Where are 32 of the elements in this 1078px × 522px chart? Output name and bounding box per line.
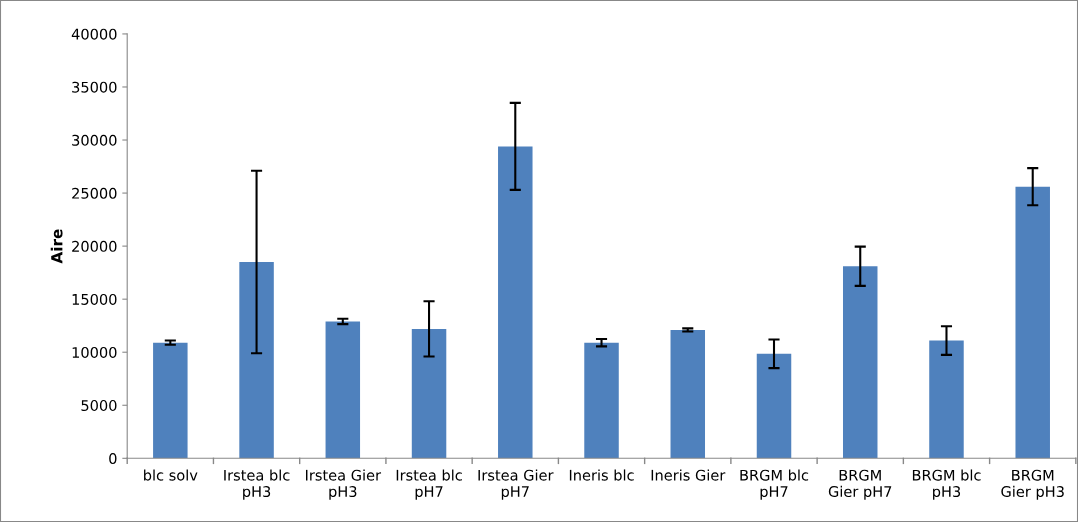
bar xyxy=(325,321,361,459)
y-tick-label: 40000 xyxy=(71,28,117,40)
y-tick-label: 10000 xyxy=(72,346,117,358)
x-tick-label: BRGM Gier pH7 xyxy=(828,469,892,500)
y-tick-label: 35000 xyxy=(72,81,117,93)
y-tick-label: 5000 xyxy=(81,399,117,412)
bar xyxy=(843,266,878,459)
bar xyxy=(670,329,706,459)
y-tick-label: 20000 xyxy=(72,240,117,252)
x-tick-label: BRGM blc pH7 xyxy=(740,469,809,500)
x-tick-label: Ineris Gier xyxy=(651,469,726,481)
x-tick-label: Irstea blc pH3 xyxy=(224,469,290,500)
bar xyxy=(239,262,274,459)
x-tick-label: Irstea Gier pH3 xyxy=(306,469,382,500)
bar xyxy=(929,340,964,459)
bar xyxy=(153,342,188,459)
bar xyxy=(411,328,447,459)
x-tick-label: Irstea blc pH7 xyxy=(396,469,462,500)
y-tick-label: 30000 xyxy=(72,134,117,146)
bar xyxy=(498,146,533,459)
x-tick-label: blc solv xyxy=(144,469,198,481)
x-tick-label: Ineris blc xyxy=(569,469,634,481)
bar xyxy=(1015,186,1050,459)
y-tick-label: 0 xyxy=(109,453,117,465)
x-tick-label: Irstea Gier pH7 xyxy=(478,469,554,500)
bar xyxy=(584,342,619,459)
bar xyxy=(756,353,792,459)
x-tick-label: BRGM Gier pH3 xyxy=(1001,469,1064,500)
y-axis-title: Aire xyxy=(50,229,63,264)
x-tick-label: BRGM blc pH3 xyxy=(912,469,981,500)
y-tick-label: 25000 xyxy=(72,187,117,199)
y-tick-label: 15000 xyxy=(72,293,117,305)
